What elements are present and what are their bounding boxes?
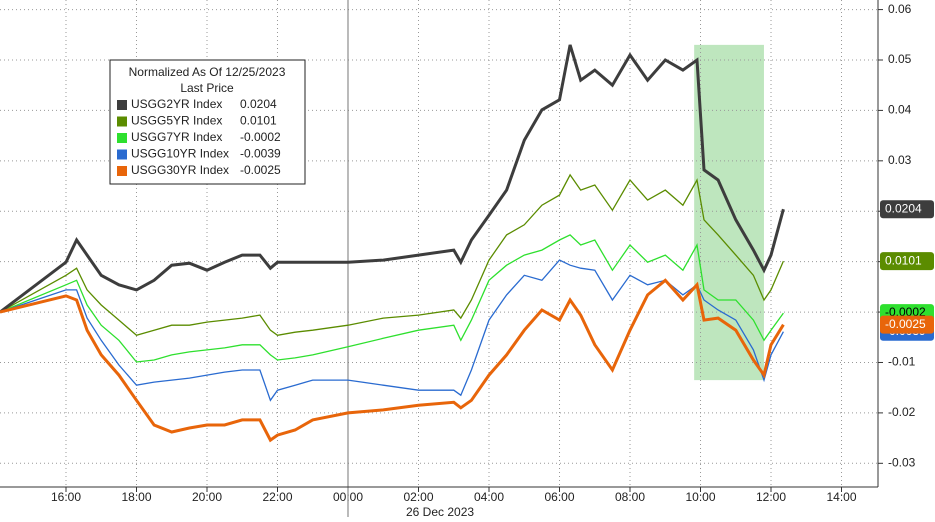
legend-name: USGG7YR Index	[131, 130, 222, 144]
legend-swatch	[117, 149, 127, 160]
legend-subtitle: Last Price	[180, 81, 234, 95]
date-label: 26 Dec 2023	[406, 505, 474, 519]
legend-swatch	[117, 116, 127, 127]
series-line	[0, 173, 784, 337]
legend-swatch	[117, 133, 127, 143]
x-tick-label: 18:00	[121, 490, 151, 504]
y-tick-label: 0.05	[888, 52, 912, 66]
last-value-label: -0.0025	[885, 317, 926, 331]
x-tick-label: 12:00	[756, 490, 786, 504]
legend-title: Normalized As Of 12/25/2023	[129, 65, 286, 79]
legend-value: -0.0025	[240, 163, 281, 177]
y-tick-label: 0.06	[888, 2, 912, 16]
plot-area: -0.03-0.02-0.010.000.010.020.030.040.050…	[0, 0, 916, 519]
x-tick-label: 22:00	[262, 490, 292, 504]
last-value-box	[880, 252, 934, 271]
series-line	[0, 234, 784, 363]
legend-swatch	[117, 166, 127, 176]
x-tick-label: 08:00	[615, 490, 645, 504]
y-tick-label: -0.01	[888, 355, 916, 369]
series-line	[0, 44, 785, 314]
highlight-band	[694, 44, 764, 381]
x-tick-label: 10:00	[685, 490, 715, 504]
legend-name: USGG2YR Index	[131, 97, 222, 111]
last-value-box	[880, 315, 934, 334]
y-tick-label: -0.03	[888, 455, 916, 469]
y-tick-label: -0.02	[888, 405, 916, 419]
x-tick-label: 20:00	[192, 490, 222, 504]
x-tick-label: 02:00	[403, 490, 433, 504]
legend: Normalized As Of 12/25/2023 Last Price U…	[109, 59, 306, 185]
legend-value: -0.0039	[240, 147, 281, 161]
legend-name: USGG10YR Index	[131, 147, 229, 161]
y-tick-label: 0.03	[888, 153, 912, 167]
last-value-box	[880, 200, 934, 219]
x-tick-label: 06:00	[544, 490, 574, 504]
x-tick-label: 16:00	[51, 490, 81, 504]
legend-swatch	[117, 100, 127, 110]
legend-name: USGG5YR Index	[131, 114, 222, 128]
legend-value: 0.0204	[240, 97, 277, 111]
legend-value: 0.0101	[240, 114, 277, 128]
legend-value: -0.0002	[240, 130, 281, 144]
y-tick-label: 0.04	[888, 103, 912, 117]
x-tick-label: 14:00	[826, 490, 856, 504]
legend-box	[109, 59, 306, 185]
last-value-label: 0.0204	[885, 201, 922, 215]
series-line	[0, 278, 785, 443]
legend-name: USGG30YR Index	[131, 163, 229, 177]
last-value-label: 0.0101	[885, 253, 922, 267]
x-tick-label: 04:00	[474, 490, 504, 504]
